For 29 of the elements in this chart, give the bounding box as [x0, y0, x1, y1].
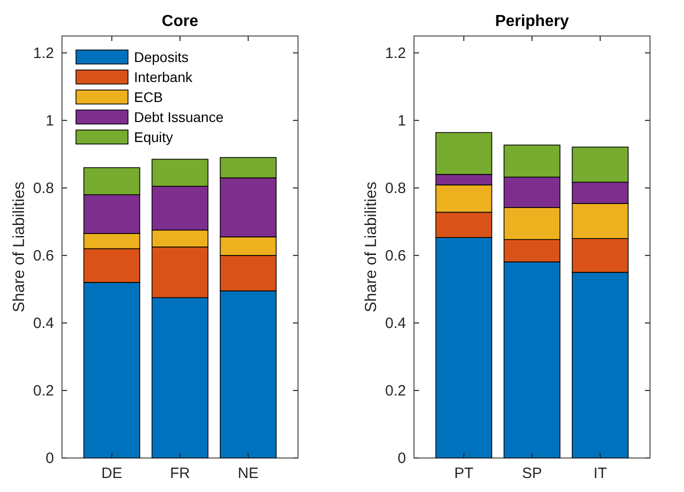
y-tick-label: 0.2	[33, 382, 54, 400]
y-tick-label: 0	[46, 450, 54, 467]
y-tick-label: 1.2	[33, 44, 54, 62]
y-tick-label: 0.8	[385, 180, 406, 197]
y-tick-label: 0	[398, 450, 406, 467]
x-tick-label: FR	[170, 465, 190, 482]
legend-label: ECB	[134, 89, 163, 105]
legend-label: Debt Issuance	[134, 109, 224, 125]
chart-title: Periphery	[495, 13, 570, 30]
legend-label: Deposits	[134, 49, 188, 65]
y-tick-label: 0.4	[33, 314, 54, 332]
y-axis-title: Share of Liabilities	[363, 182, 380, 312]
x-tick-label: PT	[454, 465, 474, 482]
y-tick-label: 0.2	[385, 382, 406, 400]
chart-title: Core	[162, 13, 198, 30]
y-tick-label: 0.4	[385, 314, 406, 332]
legend-label: Equity	[134, 129, 173, 145]
y-tick-label: 1	[46, 112, 54, 130]
x-tick-label: IT	[594, 465, 607, 482]
x-tick-label: NE	[238, 465, 259, 482]
y-tick-label: 0.6	[385, 247, 406, 264]
x-tick-label: SP	[522, 465, 542, 482]
y-tick-label: 1	[398, 112, 406, 130]
legend-label: Interbank	[134, 69, 194, 85]
y-tick-label: 1.2	[385, 44, 406, 62]
y-axis-title: Share of Liabilities	[11, 182, 28, 312]
x-tick-label: DE	[101, 465, 122, 482]
y-tick-label: 0.8	[33, 180, 54, 197]
y-tick-label: 0.6	[33, 247, 54, 264]
